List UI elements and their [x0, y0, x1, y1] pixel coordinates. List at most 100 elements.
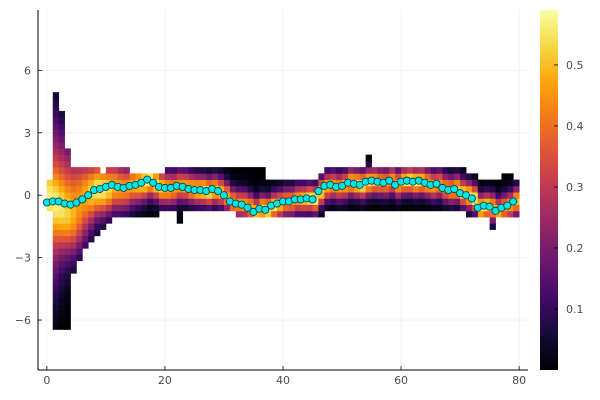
heatmap-cell [52, 217, 60, 224]
heatmap-cell [200, 204, 207, 212]
heatmap-cell [418, 167, 426, 174]
heatmap-cell [430, 173, 437, 180]
heatmap-cell [507, 192, 514, 199]
heatmap-cell [377, 204, 384, 212]
heatmap-cell [52, 279, 60, 287]
heatmap-cell [436, 204, 443, 212]
heatmap-cell [52, 98, 60, 106]
heatmap-cell [105, 167, 113, 174]
heatmap-cell [371, 185, 378, 193]
heatmap-cell [330, 167, 337, 174]
heatmap-cell [123, 173, 130, 180]
heatmap-cell [466, 173, 473, 180]
heatmap-cell [94, 204, 101, 212]
heatmap-cell [454, 204, 461, 212]
heatmap-cell [383, 185, 390, 193]
heatmap-cell [170, 167, 178, 174]
heatmap-cell [412, 204, 420, 212]
heatmap-cell [88, 204, 95, 212]
heatmap-cell [99, 210, 107, 218]
heatmap-cell [460, 167, 467, 174]
heatmap-cell [76, 192, 83, 199]
heatmap-cell [259, 192, 266, 199]
heatmap-cell [76, 242, 83, 249]
heatmap-cell [52, 160, 60, 168]
heatmap-cell [135, 185, 142, 193]
heatmap-cell [401, 192, 408, 199]
heatmap-cell [389, 167, 396, 174]
heatmap-cell [241, 198, 248, 205]
heatmap-cell [241, 167, 248, 174]
heatmap-cell [170, 192, 178, 199]
heatmap-cell [383, 173, 390, 180]
heatmap-cell [76, 167, 83, 174]
heatmap-cell [52, 204, 60, 212]
heatmap-cell [283, 179, 290, 187]
heatmap-cell [330, 198, 337, 205]
heatmap-cell [82, 185, 89, 193]
heatmap-cell [58, 248, 65, 255]
heatmap-cell [495, 179, 502, 187]
heatmap-cell [318, 179, 325, 187]
heatmap-cell [70, 217, 77, 224]
heatmap-cell [88, 217, 95, 224]
heatmap-cell [200, 198, 207, 205]
heatmap-cell [418, 185, 426, 193]
heatmap-cell [430, 192, 437, 199]
heatmap-cell [395, 173, 402, 180]
heatmap-cell [489, 185, 496, 193]
heatmap-cell [294, 179, 302, 187]
heatmap-cell [82, 179, 89, 187]
heatmap-cell [182, 204, 189, 212]
heatmap-cell [477, 192, 485, 199]
colorbar [540, 10, 558, 370]
heatmap-cell [235, 179, 243, 187]
heatmap-cell [70, 173, 77, 180]
heatmap-cell [223, 185, 231, 193]
heatmap-cell [247, 173, 254, 180]
heatmap-cell [365, 185, 372, 193]
heatmap-cell [164, 198, 172, 205]
heatmap-cell [147, 198, 154, 205]
heatmap-cell [277, 192, 284, 199]
heatmap-cell [58, 204, 65, 212]
heatmap-cell [347, 167, 355, 174]
heatmap-cell [64, 204, 71, 212]
heatmap-cell [52, 254, 60, 262]
heatmap-cell [111, 198, 119, 205]
y-tick-label: 6 [24, 64, 31, 77]
heatmap-cell [471, 185, 479, 193]
y-tick-label: 3 [24, 127, 31, 140]
heatmap-cell [412, 198, 420, 205]
heatmap-cell [159, 204, 166, 212]
heatmap-cell [64, 229, 71, 237]
heatmap-cell [117, 179, 124, 187]
heatmap-cell [477, 185, 485, 193]
heatmap-cell [52, 235, 60, 243]
heatmap-cell [117, 167, 124, 174]
heatmap-cell [294, 185, 302, 193]
heatmap-cell [466, 204, 473, 212]
colorbar-tick-label: 0.3 [566, 181, 584, 194]
heatmap-cell [288, 204, 296, 212]
heatmap-cell [383, 204, 390, 212]
heatmap-cell [371, 198, 378, 205]
heatmap-cell [129, 210, 136, 218]
x-tick-label: 80 [512, 374, 526, 387]
heatmap-cell [206, 198, 213, 205]
heatmap-cell [235, 192, 243, 199]
heatmap-cell [64, 316, 71, 324]
heatmap-cell [82, 235, 89, 243]
heatmap-cell [58, 291, 65, 299]
heatmap-cell [277, 204, 284, 212]
heatmap-cell [141, 192, 148, 199]
heatmap-cell [58, 167, 65, 174]
heatmap-cell [483, 210, 491, 218]
heatmap-cell [247, 179, 254, 187]
heatmap-cell [70, 229, 77, 237]
heatmap-cell [76, 204, 83, 212]
heatmap-cell [147, 173, 154, 180]
colorbar-tick-label: 0.2 [566, 242, 584, 255]
heatmap-cell [64, 273, 71, 280]
heatmap-cell [135, 173, 142, 180]
